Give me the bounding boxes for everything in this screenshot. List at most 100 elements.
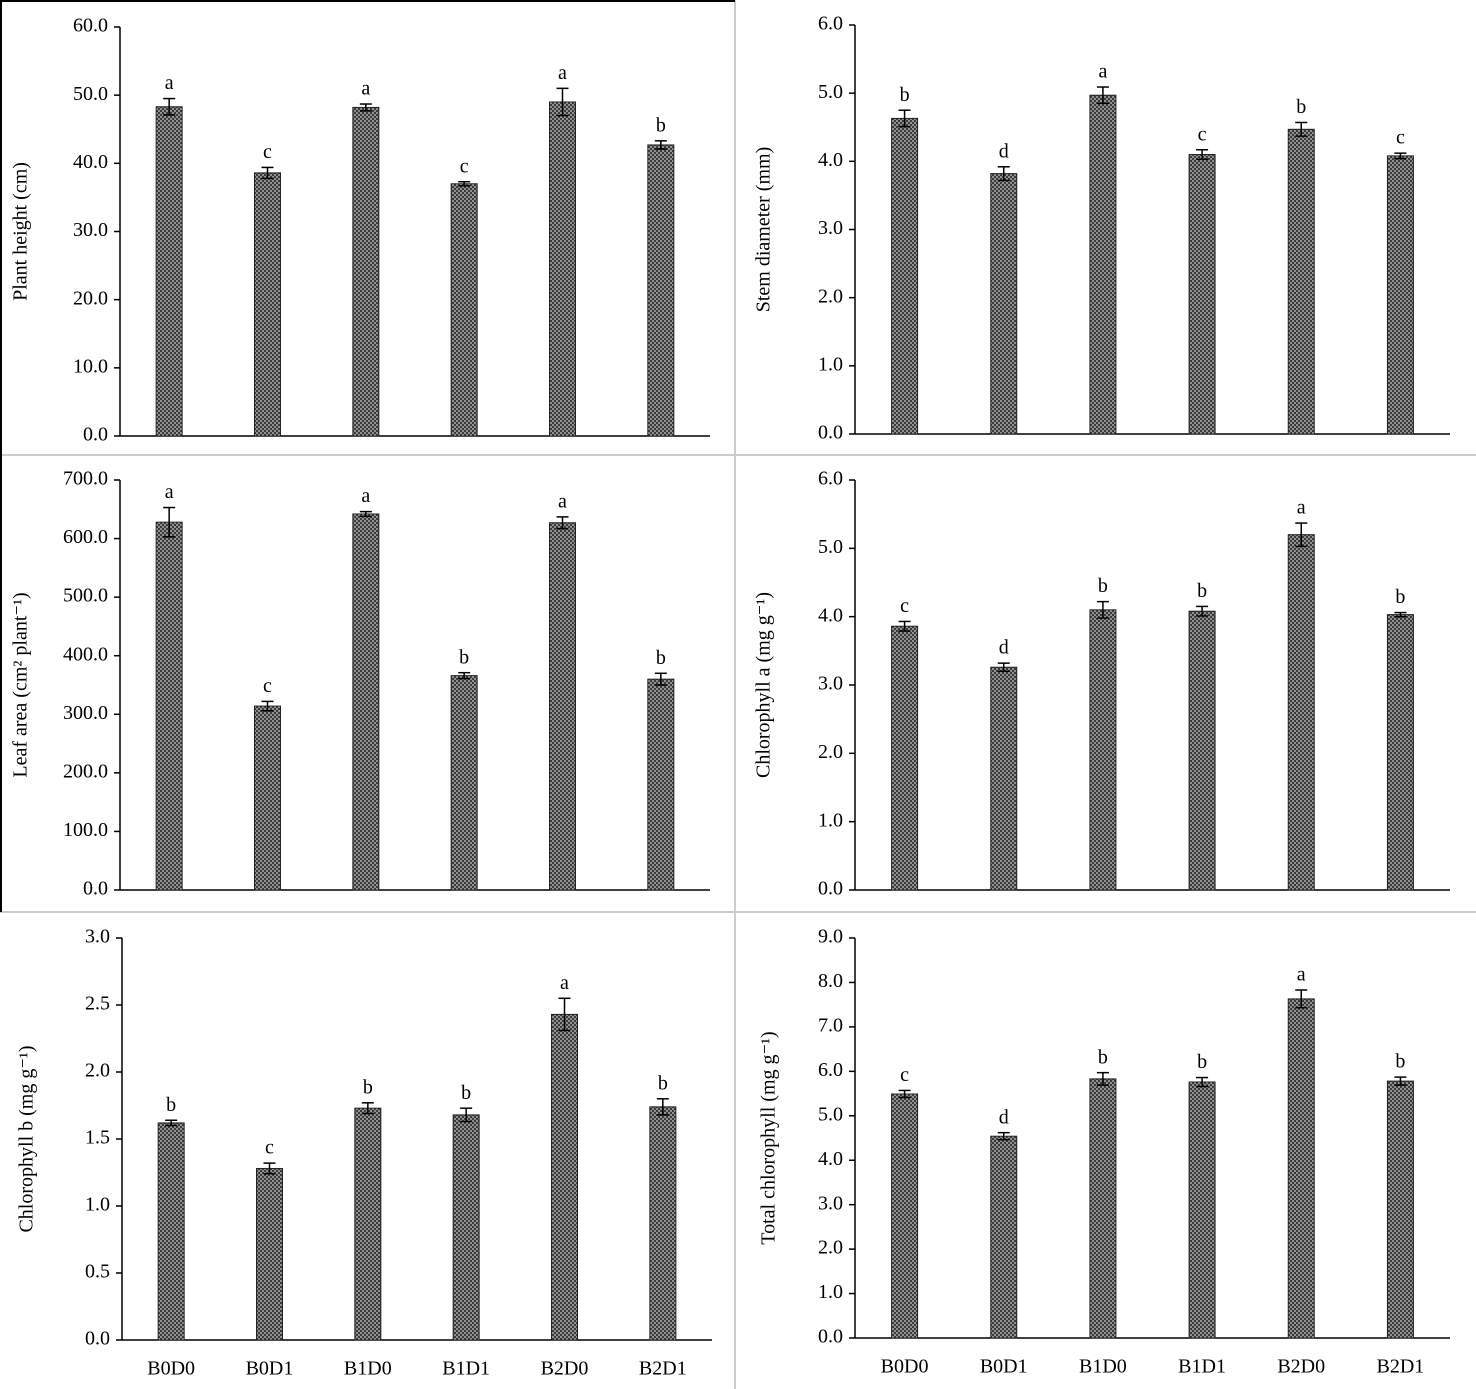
y-tick-label: 1.0 [85, 1194, 110, 1216]
bar [157, 1122, 185, 1341]
x-tick-label: B1D0 [344, 1358, 392, 1380]
y-tick-label: 2.0 [818, 285, 843, 307]
significance-letter: b [363, 1076, 373, 1098]
y-tick-label: 4.0 [818, 1148, 843, 1170]
significance-letter: a [1297, 497, 1306, 519]
y-axis-label: Chlorophyll a (mg g⁻¹) [753, 592, 775, 778]
bar [452, 1114, 480, 1341]
y-axis-label: Plant height (cm) [10, 162, 32, 301]
significance-letter: a [1098, 61, 1107, 83]
bar [891, 625, 919, 891]
y-axis-label: Chlorophyll b (mg g⁻¹) [16, 1045, 38, 1232]
y-tick-label: 9.0 [818, 926, 843, 948]
y-tick-label: 1.0 [818, 353, 843, 375]
significance-letter: a [361, 485, 370, 507]
bar [1287, 998, 1315, 1339]
significance-letter: c [1198, 123, 1207, 145]
bar [549, 101, 576, 437]
x-tick-label: B2D0 [1277, 1356, 1325, 1378]
y-tick-label: 1.5 [85, 1127, 110, 1149]
significance-letter: c [1396, 127, 1405, 149]
y-tick-label: 500.0 [63, 585, 108, 607]
bar [990, 173, 1018, 435]
y-tick-label: 6.0 [818, 13, 843, 35]
significance-letter: b [166, 1094, 176, 1116]
y-tick-label: 3.0 [85, 926, 110, 948]
y-tick-label: 0.0 [83, 878, 108, 900]
significance-letter: c [460, 155, 469, 177]
bar [647, 678, 675, 891]
bar [1188, 1081, 1216, 1339]
y-tick-label: 0.0 [83, 424, 108, 446]
bar [254, 705, 281, 891]
bar [1089, 94, 1117, 435]
bar [1188, 610, 1216, 891]
significance-letter: d [999, 637, 1009, 659]
significance-letter: b [1197, 580, 1207, 602]
x-tick-label: B1D1 [1178, 1356, 1226, 1378]
y-tick-label: 1.0 [818, 1281, 843, 1303]
x-tick-label: B0D0 [147, 1358, 195, 1380]
y-axis-label: Total chlorophyll (mg g⁻¹) [758, 1031, 780, 1244]
bar [155, 521, 183, 891]
significance-letter: b [1296, 96, 1306, 118]
y-tick-label: 5.0 [818, 81, 843, 103]
y-tick-label: 300.0 [63, 702, 108, 724]
bar [551, 1013, 578, 1341]
y-tick-label: 4.0 [818, 604, 843, 626]
y-tick-label: 8.0 [818, 970, 843, 992]
significance-letter: a [165, 72, 174, 94]
y-axis-label: Leaf area (cm² plant⁻¹) [10, 592, 32, 777]
significance-letter: b [1395, 1051, 1405, 1073]
significance-letter: a [558, 62, 567, 84]
bar [549, 522, 576, 891]
significance-letter: a [560, 972, 569, 994]
y-tick-label: 3.0 [818, 1192, 843, 1214]
bar [647, 144, 675, 437]
bar [450, 675, 478, 891]
significance-letter: a [1297, 964, 1306, 986]
x-tick-label: B1D0 [1079, 1356, 1127, 1378]
bar [352, 106, 380, 437]
significance-letter: a [558, 490, 567, 512]
significance-letter: b [1395, 586, 1405, 608]
bar [990, 666, 1018, 891]
bar [1287, 128, 1315, 435]
bar [891, 117, 919, 435]
y-tick-label: 5.0 [818, 1103, 843, 1125]
significance-letter: c [265, 1137, 274, 1159]
y-tick-label: 600.0 [63, 526, 108, 548]
bar [254, 172, 281, 437]
x-tick-label: B1D1 [442, 1358, 490, 1380]
significance-letter: b [1098, 575, 1108, 597]
x-tick-label: B0D1 [246, 1358, 294, 1380]
y-tick-label: 0.0 [85, 1328, 110, 1350]
y-tick-label: 30.0 [73, 219, 108, 241]
significance-letter: c [263, 675, 272, 697]
significance-letter: b [900, 84, 910, 106]
significance-letter: b [459, 646, 469, 668]
significance-letter: b [1098, 1046, 1108, 1068]
bar [891, 1093, 919, 1339]
significance-letter: d [999, 140, 1009, 162]
y-tick-label: 2.5 [85, 993, 110, 1015]
bar [352, 513, 380, 891]
bar [990, 1135, 1018, 1339]
y-tick-label: 6.0 [818, 1059, 843, 1081]
bar [1386, 1080, 1414, 1339]
y-tick-label: 400.0 [63, 643, 108, 665]
y-tick-label: 7.0 [818, 1014, 843, 1036]
bar [1287, 534, 1315, 891]
y-tick-label: 20.0 [73, 287, 108, 309]
bar [649, 1106, 677, 1341]
y-tick-label: 0.0 [818, 422, 843, 444]
significance-letter: b [658, 1072, 668, 1094]
x-tick-label: B2D0 [541, 1358, 589, 1380]
bar [155, 106, 183, 437]
x-tick-label: B2D1 [1377, 1356, 1425, 1378]
significance-letter: a [361, 78, 370, 100]
significance-letter: b [461, 1082, 471, 1104]
y-tick-label: 1.0 [818, 809, 843, 831]
bar [1089, 609, 1117, 891]
y-tick-label: 3.0 [818, 673, 843, 695]
